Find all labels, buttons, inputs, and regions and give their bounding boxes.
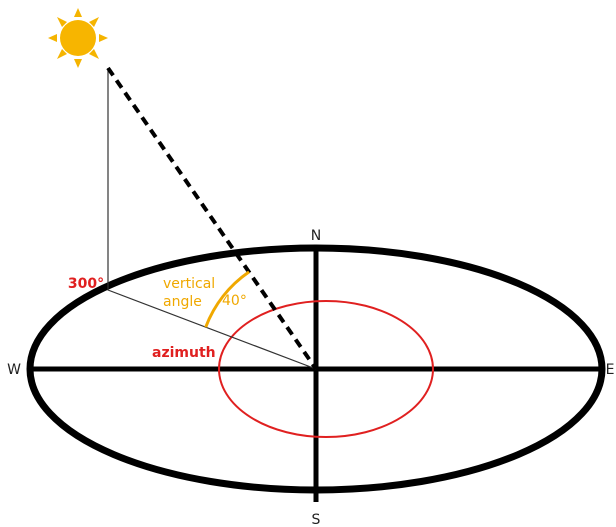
south-label: S (312, 512, 321, 527)
sun-ray (106, 66, 318, 371)
azimuth-value: 300° (68, 276, 104, 292)
angle-value: 40° (222, 293, 247, 309)
projection-lines (107, 68, 317, 370)
azimuth-label: azimuth (152, 345, 216, 361)
azimuth-ellipse (218, 300, 434, 438)
east-label: E (606, 362, 615, 378)
west-label: W (7, 362, 21, 378)
vertical-label: vertical (163, 276, 215, 292)
angle-label: angle (163, 294, 202, 310)
sun (48, 8, 108, 68)
north-label: N (311, 228, 321, 244)
vertical-angle-arc (204, 270, 250, 328)
